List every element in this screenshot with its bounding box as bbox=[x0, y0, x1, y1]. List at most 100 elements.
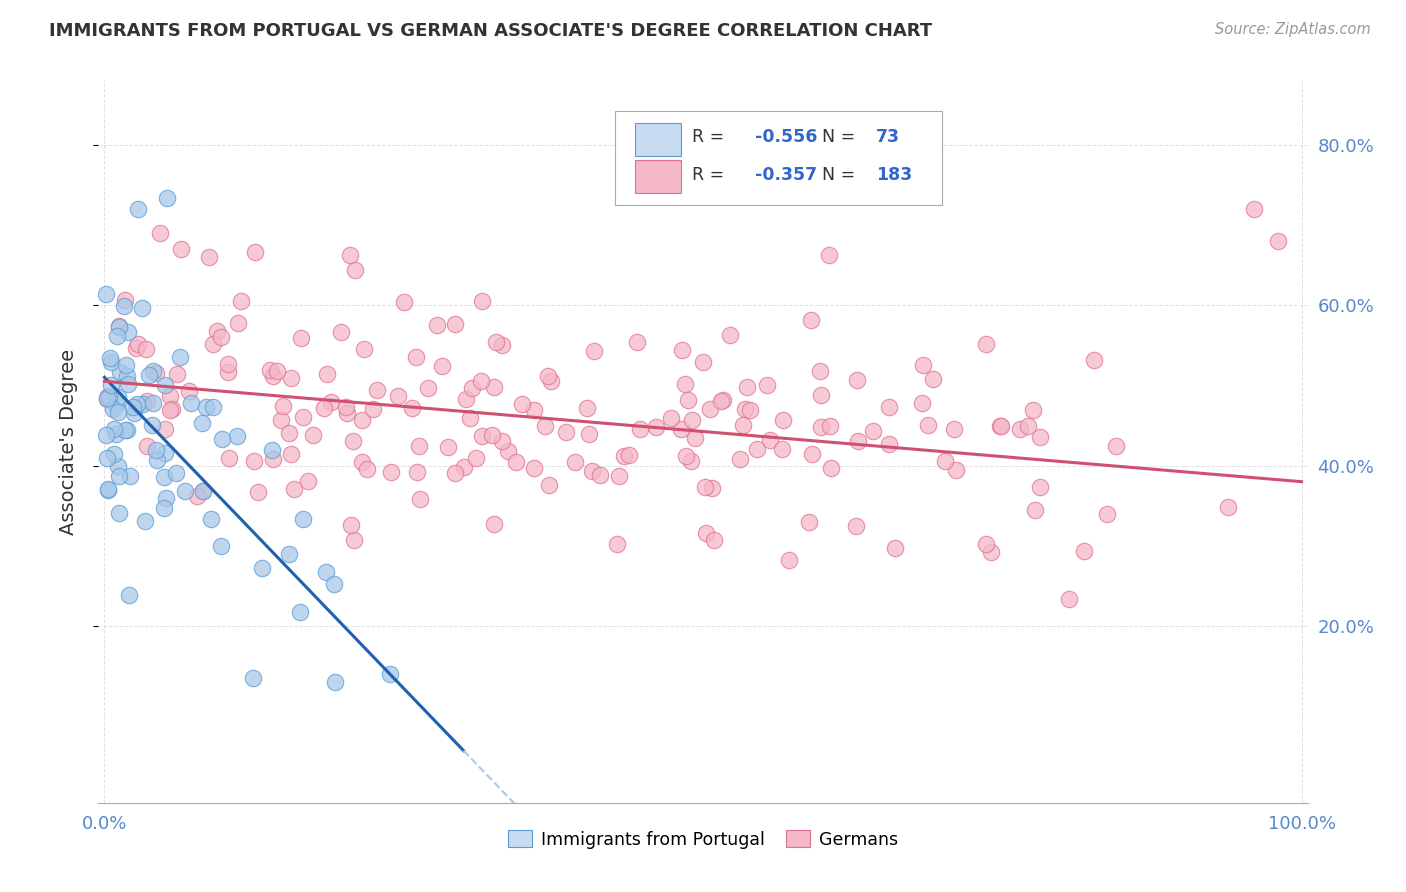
Point bbox=[159, 403, 181, 417]
Point bbox=[575, 401, 598, 415]
Point bbox=[537, 478, 560, 492]
Point bbox=[460, 411, 482, 425]
Point bbox=[810, 388, 832, 402]
Point bbox=[471, 429, 494, 443]
Point bbox=[607, 469, 630, 483]
Point bbox=[1029, 480, 1052, 494]
Point bbox=[278, 547, 301, 561]
Point bbox=[353, 343, 375, 357]
Point bbox=[820, 460, 842, 475]
Point bbox=[692, 355, 714, 369]
Point bbox=[94, 286, 117, 301]
Point bbox=[755, 377, 778, 392]
Point bbox=[125, 342, 148, 356]
Point bbox=[350, 455, 373, 469]
Text: IMMIGRANTS FROM PORTUGAL VS GERMAN ASSOCIATE'S DEGREE CORRELATION CHART: IMMIGRANTS FROM PORTUGAL VS GERMAN ASSOC… bbox=[49, 22, 932, 40]
Point bbox=[153, 378, 176, 392]
Point bbox=[912, 358, 935, 372]
Point bbox=[290, 605, 312, 619]
Point bbox=[820, 419, 842, 434]
Point bbox=[564, 455, 586, 469]
Point bbox=[613, 449, 636, 463]
Point bbox=[197, 250, 219, 264]
Point bbox=[778, 553, 800, 567]
Y-axis label: Associate's Degree: Associate's Degree bbox=[59, 349, 77, 534]
Point bbox=[159, 389, 181, 403]
Point bbox=[491, 434, 513, 448]
Point bbox=[186, 489, 208, 503]
Point bbox=[877, 437, 900, 451]
Point bbox=[191, 416, 214, 430]
Point bbox=[628, 422, 651, 436]
Point bbox=[676, 392, 699, 407]
FancyBboxPatch shape bbox=[636, 123, 682, 156]
Point bbox=[1243, 202, 1265, 216]
Point bbox=[336, 406, 359, 420]
Point bbox=[153, 500, 176, 515]
Point bbox=[107, 458, 129, 473]
Point bbox=[464, 451, 486, 466]
Point bbox=[118, 588, 141, 602]
Point bbox=[297, 474, 319, 488]
Point bbox=[540, 374, 562, 388]
Point bbox=[702, 481, 724, 495]
Point bbox=[942, 422, 965, 436]
Point bbox=[330, 326, 353, 340]
Point bbox=[145, 366, 167, 380]
Point bbox=[202, 400, 225, 414]
Point bbox=[770, 442, 793, 457]
Point bbox=[104, 397, 127, 411]
Point bbox=[107, 390, 129, 404]
Point bbox=[1105, 439, 1128, 453]
Point bbox=[107, 506, 129, 520]
Point bbox=[536, 368, 558, 383]
Point bbox=[510, 397, 533, 411]
Point bbox=[97, 390, 120, 404]
Point bbox=[291, 410, 314, 425]
Point bbox=[671, 343, 693, 357]
Point bbox=[974, 336, 997, 351]
Point bbox=[135, 343, 157, 357]
Point bbox=[290, 331, 312, 345]
Point bbox=[142, 395, 165, 409]
Point bbox=[96, 482, 118, 496]
Point bbox=[177, 384, 200, 399]
Point bbox=[166, 367, 188, 381]
Legend: Immigrants from Portugal, Germans: Immigrants from Portugal, Germans bbox=[501, 823, 905, 855]
Point bbox=[738, 402, 761, 417]
Point bbox=[990, 419, 1012, 434]
Point bbox=[430, 359, 453, 373]
Point bbox=[485, 334, 508, 349]
Point bbox=[105, 329, 128, 343]
Text: N =: N = bbox=[811, 128, 860, 145]
Point bbox=[191, 484, 214, 499]
Point bbox=[342, 434, 364, 448]
FancyBboxPatch shape bbox=[614, 111, 942, 205]
Point bbox=[100, 378, 122, 392]
Point bbox=[117, 325, 139, 339]
Point bbox=[141, 418, 163, 433]
Point bbox=[922, 372, 945, 386]
Point bbox=[471, 294, 494, 309]
Point bbox=[312, 401, 335, 415]
Point bbox=[533, 418, 555, 433]
Point bbox=[218, 450, 240, 465]
Point bbox=[125, 396, 148, 410]
Point bbox=[846, 434, 869, 449]
Point bbox=[1218, 500, 1240, 514]
Point bbox=[470, 374, 492, 388]
Point bbox=[271, 399, 294, 413]
Point bbox=[482, 516, 505, 531]
Point bbox=[228, 316, 250, 330]
Point bbox=[695, 479, 717, 493]
Point bbox=[710, 393, 733, 408]
Point bbox=[319, 395, 342, 409]
Point bbox=[491, 338, 513, 352]
Point bbox=[1008, 422, 1031, 436]
Point bbox=[1029, 430, 1052, 444]
Point bbox=[153, 446, 176, 460]
Point bbox=[681, 412, 703, 426]
Text: 183: 183 bbox=[876, 166, 912, 184]
Point bbox=[523, 461, 546, 475]
Point bbox=[280, 447, 302, 461]
